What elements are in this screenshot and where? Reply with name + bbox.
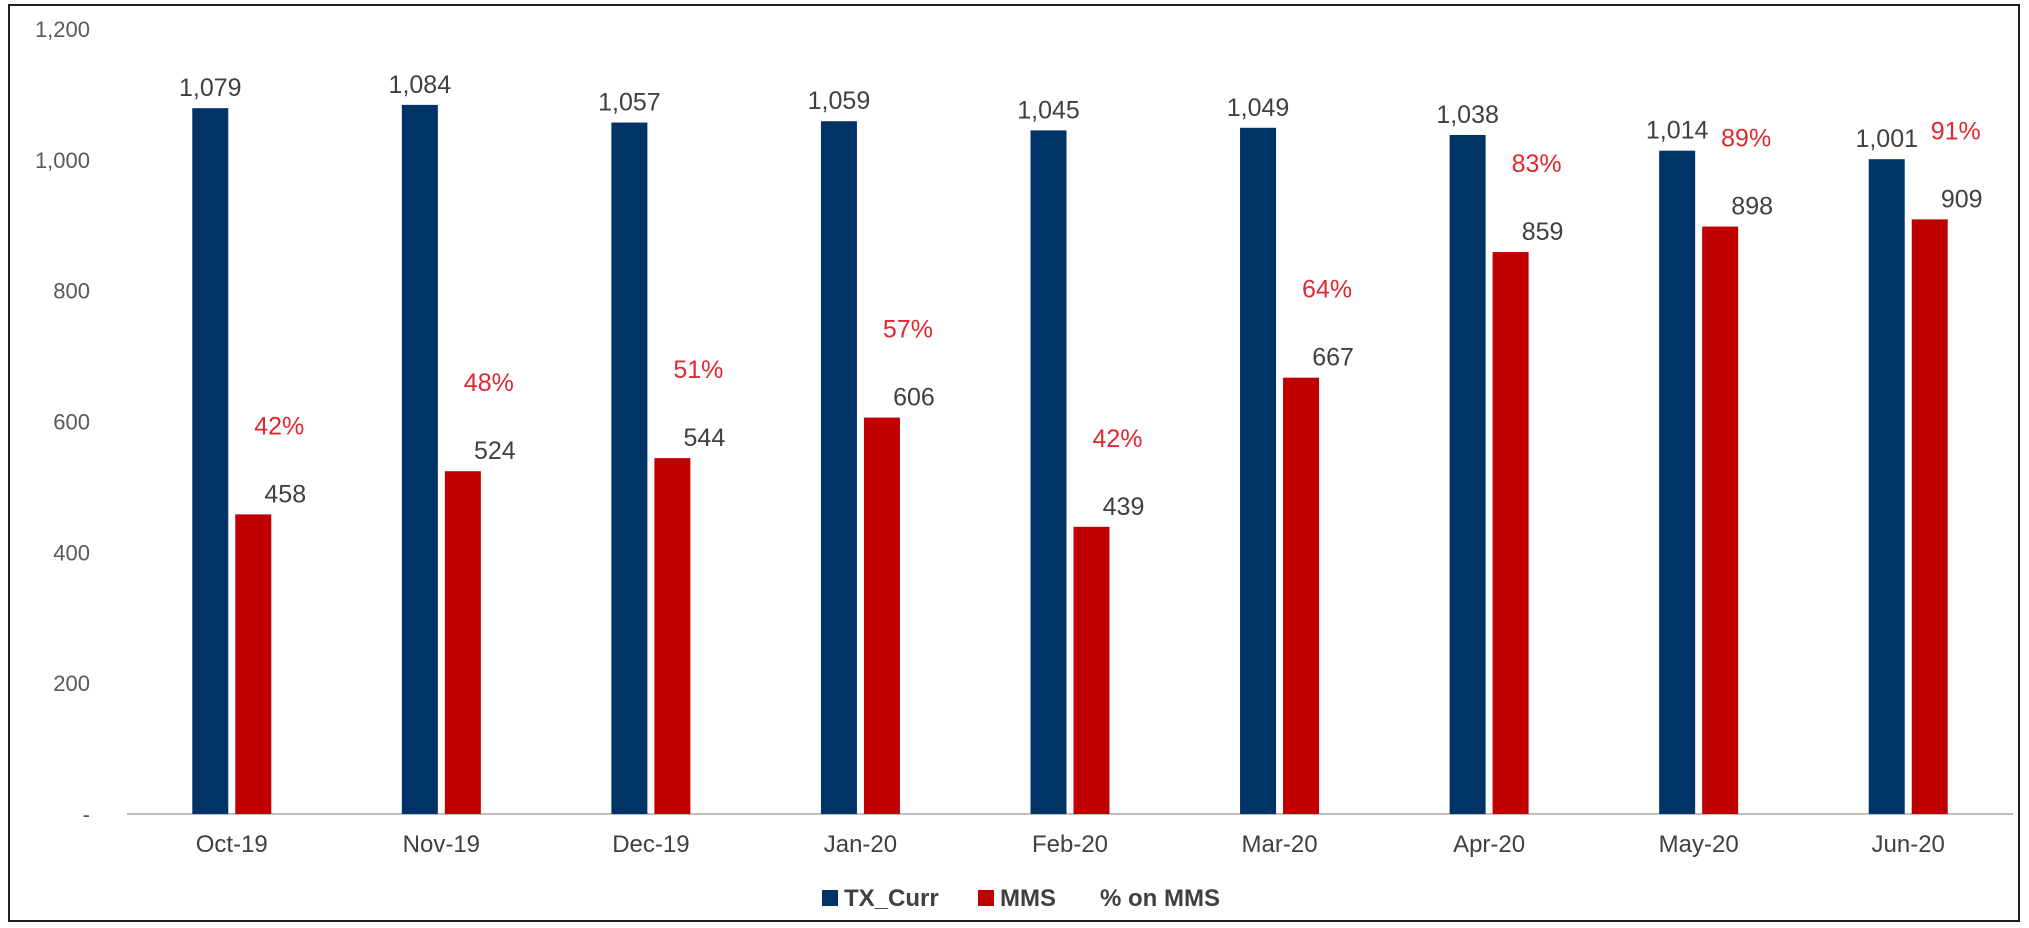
- x-tick-label: Nov-19: [403, 831, 480, 858]
- chart-frame: - 200 400 600 800 1,000 1,200 Oct-19 Nov-19 Dec-…: [8, 4, 2020, 922]
- bar-tx-curr: [611, 122, 648, 814]
- data-label-tx-curr: 1,084: [389, 71, 452, 99]
- bar-tx-curr: [1449, 134, 1486, 815]
- data-label-tx-curr: 1,014: [1646, 117, 1709, 145]
- legend-swatch: [822, 890, 838, 906]
- y-tick-label: 1,000: [35, 148, 90, 173]
- y-tick-label: 200: [53, 671, 90, 696]
- bar-tx-curr: [192, 108, 229, 814]
- y-axis: - 200 400 600 800 1,000 1,200: [35, 17, 90, 827]
- data-label-tx-curr: 1,001: [1855, 125, 1918, 153]
- x-tick-label: Dec-19: [612, 831, 689, 858]
- data-label-mms: 439: [1103, 493, 1145, 521]
- legend-item-mms: MMS: [978, 885, 1056, 912]
- x-tick-label: May-20: [1659, 831, 1739, 858]
- data-label-pct-on-mms: 48%: [464, 369, 514, 397]
- value-labels: 1,079 458 42% 1,084 524 48% 1,057 544 51% 1,059 60…: [179, 71, 1983, 521]
- data-label-pct-on-mms: 51%: [673, 356, 723, 384]
- data-label-tx-curr: 1,038: [1436, 101, 1499, 129]
- data-label-mms: 524: [474, 437, 516, 465]
- legend-item-tx-curr: TX_Curr: [822, 885, 939, 912]
- bars: [192, 104, 1948, 815]
- y-tick-label: 800: [53, 279, 90, 304]
- x-tick-label: Mar-20: [1242, 831, 1318, 858]
- bar-tx-curr: [1659, 150, 1696, 815]
- bar-mms: [654, 458, 691, 814]
- data-label-mms: 606: [893, 384, 935, 412]
- data-label-mms: 859: [1522, 218, 1564, 246]
- data-label-pct-on-mms: 91%: [1931, 117, 1981, 145]
- y-tick-label: -: [83, 802, 90, 827]
- bar-tx-curr: [1868, 159, 1905, 814]
- bar-tx-curr: [820, 121, 857, 815]
- x-axis: Oct-19 Nov-19 Dec-19 Jan-20 Feb-20 Mar-20 Apr-…: [127, 813, 2013, 858]
- bar-tx-curr: [1030, 130, 1067, 814]
- bar-mms: [1283, 377, 1320, 814]
- data-label-tx-curr: 1,059: [808, 87, 871, 115]
- legend: TX_Curr MMS % on MMS: [822, 885, 1220, 912]
- data-label-pct-on-mms: 42%: [254, 412, 304, 440]
- bar-tx-curr: [1240, 127, 1277, 814]
- bar-mms: [1911, 219, 1948, 815]
- data-label-tx-curr: 1,049: [1227, 94, 1290, 122]
- y-tick-label: 1,200: [35, 17, 90, 42]
- data-label-mms: 667: [1312, 344, 1354, 372]
- data-label-pct-on-mms: 42%: [1092, 425, 1142, 453]
- bar-chart: - 200 400 600 800 1,000 1,200 Oct-19 Nov-19 Dec-…: [35, 17, 2013, 912]
- data-label-pct-on-mms: 89%: [1721, 125, 1771, 153]
- legend-label: TX_Curr: [844, 885, 939, 912]
- y-tick-label: 600: [53, 410, 90, 435]
- data-label-tx-curr: 1,079: [179, 74, 242, 102]
- x-tick-label: Jun-20: [1872, 831, 1945, 858]
- x-tick-label: Oct-19: [196, 831, 268, 858]
- bar-mms: [1073, 526, 1110, 814]
- x-tick-label: Apr-20: [1453, 831, 1525, 858]
- bar-mms: [863, 417, 900, 814]
- data-label-tx-curr: 1,057: [598, 89, 661, 117]
- y-tick-label: 400: [53, 540, 90, 565]
- bar-tx-curr: [401, 104, 438, 815]
- bar-mms: [235, 514, 272, 814]
- data-label-mms: 458: [264, 480, 306, 508]
- data-label-tx-curr: 1,045: [1017, 96, 1080, 124]
- data-label-pct-on-mms: 83%: [1512, 150, 1562, 178]
- data-label-mms: 909: [1941, 185, 1983, 213]
- data-label-mms: 898: [1731, 193, 1773, 221]
- data-label-pct-on-mms: 57%: [883, 316, 933, 344]
- x-tick-label: Feb-20: [1032, 831, 1108, 858]
- bar-mms: [1702, 226, 1739, 814]
- x-tick-label: Jan-20: [824, 831, 897, 858]
- data-label-mms: 544: [684, 424, 726, 452]
- bar-mms: [1492, 252, 1529, 815]
- data-label-pct-on-mms: 64%: [1302, 276, 1352, 304]
- legend-label: MMS: [1000, 885, 1056, 912]
- legend-swatch: [978, 890, 994, 906]
- legend-item-pct-on-mms: % on MMS: [1100, 885, 1220, 912]
- bar-mms: [444, 471, 481, 814]
- legend-label: % on MMS: [1100, 885, 1220, 912]
